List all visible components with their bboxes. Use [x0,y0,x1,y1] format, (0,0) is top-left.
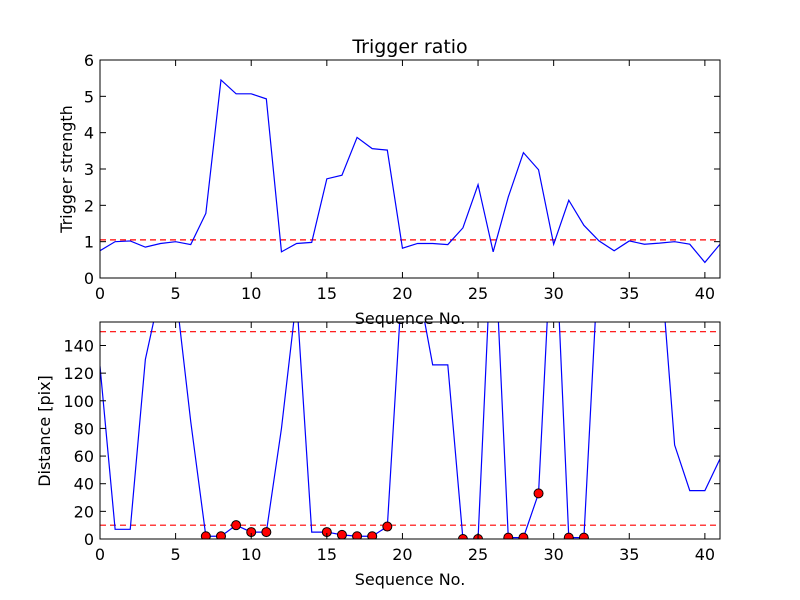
data-point-marker [578,532,589,539]
x-tick-label: 15 [317,284,337,303]
y-axis-label: Distance [pix] [35,375,54,487]
data-point-marker [336,529,347,539]
data-point-marker [457,534,468,539]
data-point-marker [200,531,211,539]
y-tick-label: 1 [84,233,94,252]
x-tick-label: 15 [317,545,337,564]
plot-frame [99,321,721,540]
x-tick-label: 25 [468,284,488,303]
y-tick-label: 20 [74,502,94,521]
x-axis-label: Sequence No. [355,309,466,328]
data-point-marker [352,531,363,539]
trigger-ratio-chart: Trigger ratio Trigger strength 0 5 10 15 20 2… [57,36,721,303]
chart-title: Trigger ratio [351,36,467,58]
x-tick-label: 30 [543,284,563,303]
plot-area: 0 5 10 15 20 25 30 35 40 0 20 40 60 80 100 120 140 [63,321,721,564]
y-tick-label: 3 [84,160,94,179]
data-point-marker [367,531,378,539]
series-line [100,78,720,264]
data-point-marker [382,521,393,532]
x-tick-label: 10 [241,545,261,564]
y-tick-label: 60 [74,447,94,466]
y-tick-label: 0 [84,269,94,288]
plot-content [100,322,720,539]
x-tick-label: 40 [695,545,715,564]
x-tick-label: 5 [171,284,181,303]
y-tick-label: 100 [63,392,94,411]
data-point-marker [533,488,544,499]
y-tick-label: 4 [84,124,94,143]
plot-area: 0 5 10 15 20 25 30 35 40 0 1 2 3 4 5 6 [84,51,721,303]
y-tick-label: 80 [74,419,94,438]
y-tick-label: 40 [74,475,94,494]
plot-content [100,78,720,264]
data-point-marker [261,527,272,538]
x-tick-label: 20 [392,545,412,564]
series-line [100,322,720,539]
data-point-marker [231,520,242,531]
x-tick-label: 10 [241,284,261,303]
x-tick-label: 35 [619,545,639,564]
x-tick-label: 25 [468,545,488,564]
y-tick-label: 6 [84,51,94,70]
y-axis-label: Trigger strength [57,105,76,234]
y-tick-label: 0 [84,530,94,549]
x-tick-label: 30 [543,545,563,564]
y-tick-label: 120 [63,364,94,383]
x-tick-label: 0 [95,545,105,564]
data-point-marker [503,532,514,539]
x-tick-label: 20 [392,284,412,303]
distance-chart: Sequence No. Distance [pix] 0 5 10 15 20 25 30… [35,321,721,589]
x-tick-label: 5 [171,545,181,564]
x-axis-label: Sequence No. [355,570,466,589]
y-tick-label: 2 [84,196,94,215]
x-tick-label: 0 [95,284,105,303]
y-tick-label: 140 [63,336,94,355]
data-point-marker [563,532,574,539]
y-tick-label: 5 [84,87,94,106]
x-tick-label: 40 [695,284,715,303]
data-point-marker [518,532,529,539]
x-tick-label: 35 [619,284,639,303]
data-point-marker [215,531,226,539]
